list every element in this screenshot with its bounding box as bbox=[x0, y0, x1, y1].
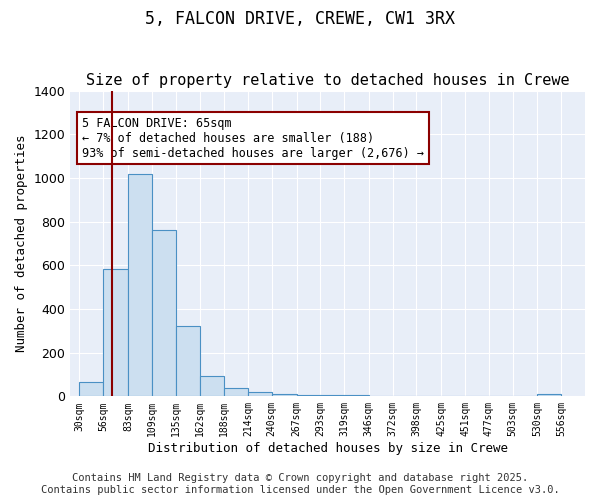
Title: Size of property relative to detached houses in Crewe: Size of property relative to detached ho… bbox=[86, 73, 569, 88]
Bar bbox=[224, 388, 248, 396]
Text: Contains HM Land Registry data © Crown copyright and database right 2025.
Contai: Contains HM Land Registry data © Crown c… bbox=[41, 474, 559, 495]
Bar bbox=[152, 230, 176, 396]
Bar bbox=[538, 394, 561, 396]
Bar bbox=[272, 394, 296, 396]
Bar bbox=[176, 326, 200, 396]
Text: 5 FALCON DRIVE: 65sqm
← 7% of detached houses are smaller (188)
93% of semi-deta: 5 FALCON DRIVE: 65sqm ← 7% of detached h… bbox=[82, 117, 424, 160]
X-axis label: Distribution of detached houses by size in Crewe: Distribution of detached houses by size … bbox=[148, 442, 508, 455]
Bar bbox=[103, 268, 128, 396]
Bar bbox=[79, 382, 103, 396]
Bar bbox=[248, 392, 272, 396]
Y-axis label: Number of detached properties: Number of detached properties bbox=[15, 134, 28, 352]
Bar bbox=[296, 394, 320, 396]
Bar bbox=[320, 395, 344, 396]
Bar bbox=[200, 376, 224, 396]
Bar bbox=[128, 174, 152, 396]
Text: 5, FALCON DRIVE, CREWE, CW1 3RX: 5, FALCON DRIVE, CREWE, CW1 3RX bbox=[145, 10, 455, 28]
